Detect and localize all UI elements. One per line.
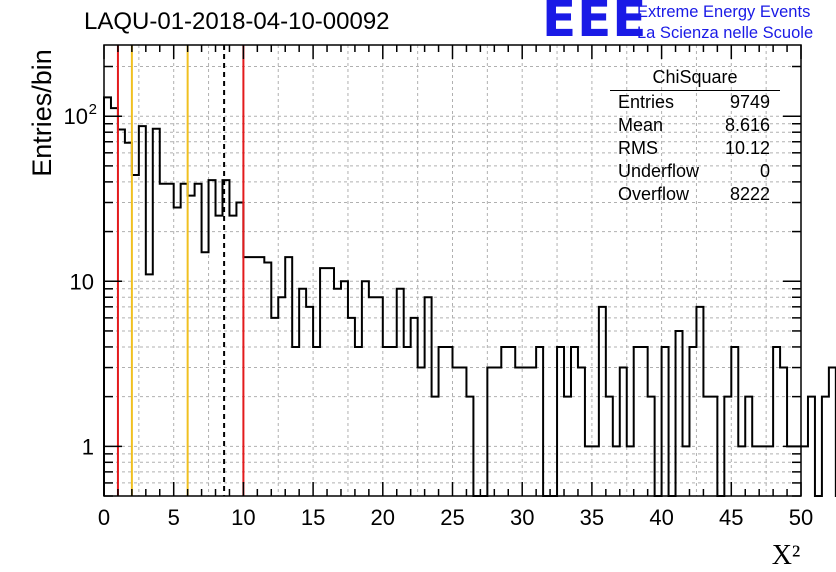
x-tick-label: 45 xyxy=(719,505,743,530)
stat-label: Overflow xyxy=(618,184,690,204)
stats-box: ChiSquare Entries 9749 Mean 8.616 RMS 10… xyxy=(610,66,780,206)
stat-label: Entries xyxy=(618,92,675,112)
x-tick-label: 5 xyxy=(168,505,180,530)
stat-value: 8222 xyxy=(729,184,770,204)
x-tick-label: 50 xyxy=(789,505,813,530)
logo-line-1: Extreme Energy Events xyxy=(637,3,811,21)
x-tick-label: 40 xyxy=(649,505,673,530)
stat-value: 10.12 xyxy=(724,138,770,158)
x-axis-label: X² xyxy=(772,540,801,571)
stat-label: Mean xyxy=(618,115,664,135)
x-tick-label: 30 xyxy=(510,505,534,530)
histogram-outline xyxy=(103,96,836,497)
y-tick-label: 10 xyxy=(70,269,94,294)
eee-logo: EEE xyxy=(542,0,648,48)
x-tick-label: 20 xyxy=(371,505,395,530)
x-tick-label: 15 xyxy=(301,505,325,530)
stat-label: Underflow xyxy=(618,161,700,181)
stat-value: 0 xyxy=(759,161,770,181)
stat-value: 8.616 xyxy=(724,115,770,135)
stat-row: Entries 9749 xyxy=(610,91,780,114)
stat-value: 9749 xyxy=(729,92,770,112)
stat-label: RMS xyxy=(618,138,658,158)
stat-row: Underflow 0 xyxy=(610,160,780,183)
y-tick-label: 10 xyxy=(64,104,88,129)
y-tick-exponent: 2 xyxy=(89,101,97,118)
chart-title: LAQU-01-2018-04-10-00092 xyxy=(84,8,390,35)
x-tick-label: 10 xyxy=(231,505,255,530)
stat-row: Overflow 8222 xyxy=(610,183,780,206)
stats-divider xyxy=(610,90,780,91)
x-tick-label: 35 xyxy=(580,505,604,530)
stats-title: ChiSquare xyxy=(652,67,738,87)
logo-line-2: La Scienza nelle Scuole xyxy=(637,24,814,42)
x-tick-label: 0 xyxy=(98,505,110,530)
y-tick-label: 1 xyxy=(82,434,94,459)
stat-row: Mean 8.616 xyxy=(610,114,780,137)
x-tick-label: 25 xyxy=(440,505,464,530)
stat-row: RMS 10.12 xyxy=(610,137,780,160)
